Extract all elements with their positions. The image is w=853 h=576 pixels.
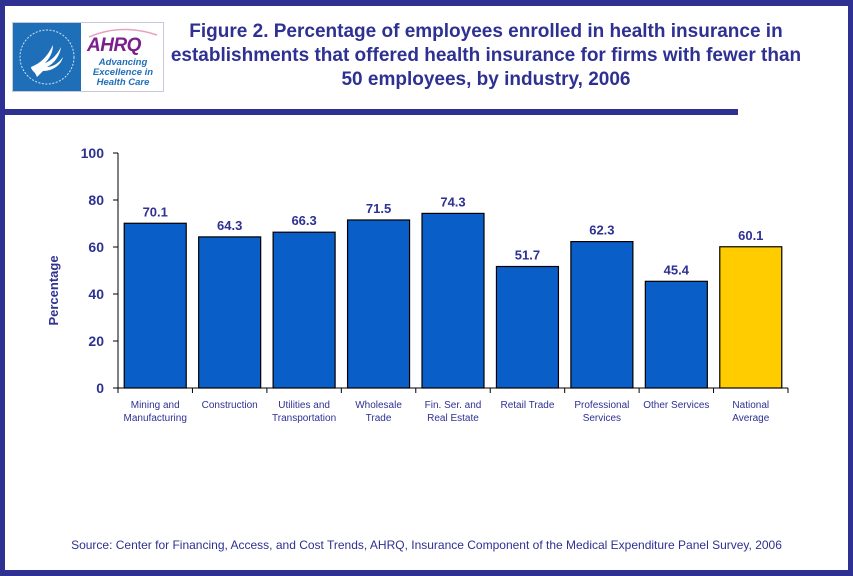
data-label: 64.3 [217,218,242,233]
ahrq-tagline: Advancing Excellence in Health Care [85,58,161,88]
data-label: 60.1 [738,228,763,243]
x-tick-label: Mining and [131,400,180,411]
y-tick-label: 40 [88,286,104,302]
bar [421,212,485,389]
x-tick-label: Fin. Ser. and [425,400,482,411]
data-label: 70.1 [143,204,168,219]
x-tick-label: Retail Trade [500,400,554,411]
data-label: 74.3 [440,194,465,209]
bar [198,236,262,389]
figure-title: Figure 2. Percentage of employees enroll… [170,21,802,90]
x-tick-label: Wholesale [355,400,402,411]
y-tick-label: 0 [96,380,104,396]
x-tick-label: Construction [202,400,258,411]
bar [272,231,336,389]
bar [570,240,634,389]
x-tick-label: National [732,400,769,411]
data-label: 62.3 [589,223,614,238]
x-tick-label: Real Estate [427,413,479,424]
x-tick-label: Other Services [643,400,709,411]
x-tick-label: Utilities and [278,400,330,411]
source-note: Source: Center for Financing, Access, an… [71,538,782,552]
x-tick-label: Average [732,413,770,424]
bar [123,222,187,389]
y-axis-title: Percentage [46,255,61,325]
x-tick-label: Manufacturing [124,413,187,424]
data-label: 71.5 [366,201,391,216]
y-tick-label: 60 [88,239,104,255]
agency-logo: AHRQ Advancing Excellence in Health Care [12,22,164,92]
y-tick-label: 100 [81,145,105,161]
data-label: 45.4 [664,262,690,277]
hhs-eagle-icon [13,23,81,91]
y-tick-label: 20 [88,333,104,349]
x-tick-label: Trade [366,413,392,424]
bar [644,280,708,389]
tagline-line: Excellence in [92,67,154,78]
tagline-line: Advancing [98,57,148,68]
x-tick-label: Services [583,413,621,424]
ahrq-logo: AHRQ Advancing Excellence in Health Care [81,23,163,91]
data-label: 51.7 [515,248,540,263]
bar [719,246,783,389]
bar [346,219,411,389]
data-label: 66.3 [291,213,316,228]
bar [495,265,560,389]
ahrq-wordmark: AHRQ [87,35,141,56]
tagline-line: Health Care [96,77,150,88]
x-tick-label: Transportation [272,413,336,424]
y-tick-label: 80 [88,192,104,208]
title-divider [0,109,738,115]
x-tick-label: Professional [574,400,629,411]
